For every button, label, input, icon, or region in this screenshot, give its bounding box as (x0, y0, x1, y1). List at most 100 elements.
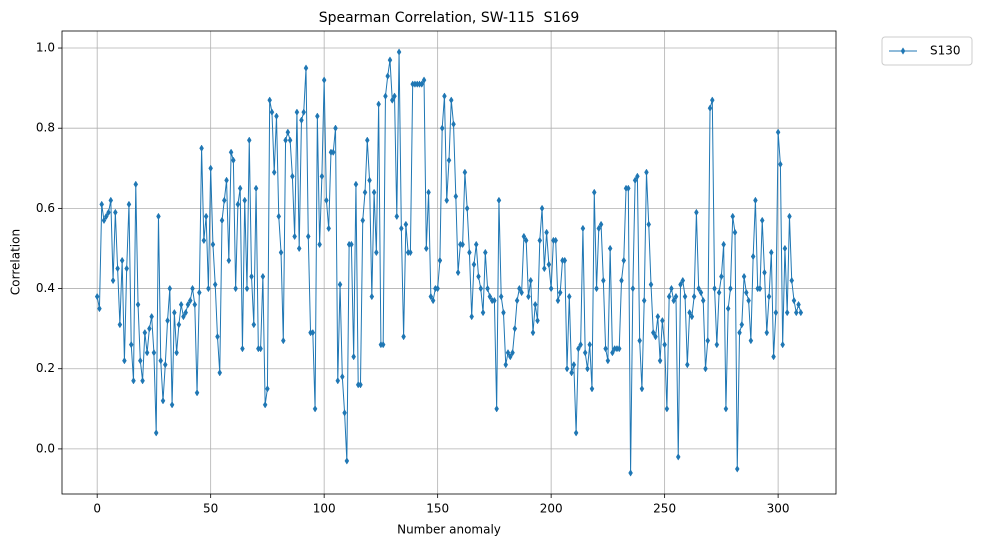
data-point (655, 312, 661, 321)
data-point (769, 248, 774, 257)
data-point (571, 361, 577, 369)
data-point (605, 357, 611, 365)
data-point (133, 180, 139, 189)
data-point (240, 345, 245, 353)
data-point (321, 76, 327, 84)
data-point (628, 469, 633, 477)
data-point (537, 236, 543, 245)
data-point (231, 156, 236, 164)
data-point (278, 248, 284, 257)
data-point (221, 196, 227, 205)
data-point (287, 136, 293, 144)
data-point (330, 148, 336, 156)
data-point (439, 124, 445, 132)
data-point (576, 345, 581, 353)
data-point (528, 276, 534, 285)
data-point (258, 345, 263, 353)
data-point (94, 292, 100, 301)
data-point (746, 296, 751, 305)
data-point (555, 296, 561, 305)
data-point (501, 308, 506, 317)
data-point (685, 361, 690, 369)
data-point (773, 308, 779, 317)
data-point (521, 232, 527, 241)
data-point (582, 349, 588, 357)
data-point (392, 92, 397, 100)
data-point (662, 341, 667, 349)
legend-label: S130 (930, 44, 961, 58)
data-point (616, 345, 622, 353)
data-point (360, 216, 366, 225)
x-tick-label: 250 (653, 502, 676, 516)
data-point (567, 292, 572, 301)
data-point (106, 208, 111, 217)
data-point (723, 405, 729, 413)
data-point (249, 272, 254, 281)
data-point (460, 240, 465, 249)
data-point (721, 240, 726, 249)
data-point (399, 224, 404, 233)
data-point (712, 284, 717, 293)
plot-frame (61, 30, 837, 495)
legend-marker (900, 47, 906, 55)
data-point (639, 385, 645, 393)
data-point (408, 248, 413, 257)
data-point (793, 308, 799, 317)
data-point (630, 284, 636, 293)
data-point (285, 128, 291, 136)
data-point (455, 268, 461, 277)
data-point (380, 341, 386, 349)
data-point (383, 92, 388, 100)
data-point (607, 244, 613, 253)
data-point (764, 328, 770, 337)
data-point (587, 341, 593, 349)
data-point (687, 308, 692, 317)
data-point (739, 320, 745, 329)
data-point (362, 188, 368, 197)
data-point (716, 288, 722, 297)
data-point (467, 248, 472, 257)
data-point (389, 96, 395, 104)
data-point (226, 256, 232, 265)
data-point (673, 292, 679, 301)
data-point (632, 176, 638, 184)
data-point (385, 72, 391, 80)
data-point (442, 92, 447, 100)
data-point (371, 188, 377, 197)
data-point (324, 196, 329, 205)
data-point (523, 236, 529, 245)
data-point (471, 260, 477, 269)
data-point (358, 381, 363, 389)
data-point (305, 232, 311, 241)
data-point (644, 168, 649, 176)
data-point (780, 341, 785, 349)
data-point (181, 312, 186, 321)
data-point (539, 204, 545, 213)
data-point (237, 184, 243, 193)
data-point (140, 377, 145, 385)
data-point (464, 204, 470, 213)
data-point (648, 280, 654, 289)
data-point (573, 429, 579, 437)
data-point (128, 341, 134, 349)
data-point (619, 276, 624, 285)
data-point (233, 284, 238, 293)
data-point (505, 349, 511, 357)
data-point (283, 136, 288, 144)
data-point (492, 296, 497, 305)
data-point (585, 365, 590, 373)
data-point (430, 296, 436, 305)
data-point (296, 244, 302, 253)
data-point (303, 64, 309, 72)
data-point (337, 280, 343, 289)
data-point (462, 168, 468, 176)
data-point (172, 308, 177, 317)
data-point (271, 168, 277, 176)
data-point (176, 320, 182, 329)
y-axis-label: Correlation (9, 229, 23, 295)
data-point (394, 212, 400, 221)
data-point (707, 104, 713, 112)
data-point (428, 292, 434, 301)
data-point (210, 240, 216, 249)
